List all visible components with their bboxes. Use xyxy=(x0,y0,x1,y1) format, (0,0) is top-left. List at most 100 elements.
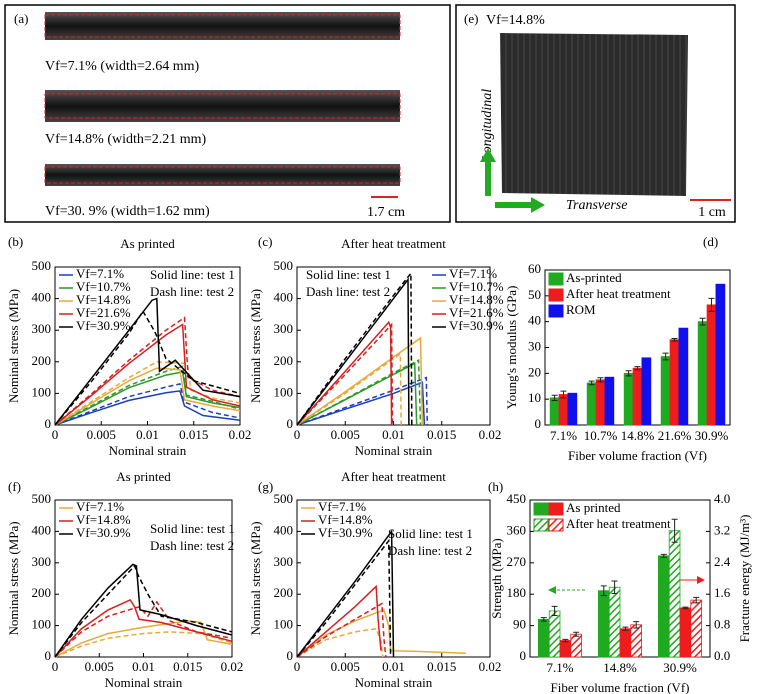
x-tick-label: 0.005 xyxy=(331,427,360,442)
x-tick-label: 7.1% xyxy=(546,660,573,675)
legend-label: Vf=14.8% xyxy=(318,512,373,527)
y-tick-label: 20 xyxy=(528,364,541,379)
series-line xyxy=(296,627,384,658)
legend-label: Vf=14.8% xyxy=(449,292,504,307)
bar xyxy=(619,628,632,658)
series-line xyxy=(296,584,382,658)
y-tick-label: 40 xyxy=(528,313,541,328)
error-bar xyxy=(562,638,569,643)
y-tick-label: 300 xyxy=(274,554,294,569)
x-axis-label: Nominal strain xyxy=(355,443,433,458)
legend-label: Vf=14.8% xyxy=(76,512,131,527)
x-axis-label: Nominal strain xyxy=(105,675,183,690)
arrow xyxy=(495,197,545,213)
series-line xyxy=(54,371,241,426)
error-bar xyxy=(662,352,669,361)
bar xyxy=(678,327,689,426)
legend-label: After heat treatment xyxy=(566,516,671,531)
x-tick-label: 30.9% xyxy=(695,428,729,443)
y-tick-label: 50 xyxy=(528,287,541,302)
y-tick-label: 200 xyxy=(274,353,294,368)
bar xyxy=(668,530,681,658)
legend-swatch xyxy=(548,272,564,286)
series-line xyxy=(54,361,241,426)
error-bar xyxy=(611,580,618,595)
y-tick-label: 360 xyxy=(507,522,527,537)
bar xyxy=(706,304,717,426)
y-tick-label: 270 xyxy=(507,554,527,569)
x-tick-label: 0.015 xyxy=(427,427,456,442)
x-tick-label: 0.005 xyxy=(85,659,114,674)
y-tick-label: 400 xyxy=(32,290,52,305)
x-tick-label: 0 xyxy=(52,427,59,442)
error-bar xyxy=(671,337,678,342)
y-tick-label: 100 xyxy=(274,617,294,632)
legend-swatch xyxy=(548,288,564,302)
x-tick-label: 0.015 xyxy=(173,659,202,674)
annotation: Solid line: test 1 xyxy=(388,526,473,541)
direction-label: Longitudinal xyxy=(480,89,495,162)
panel-frame xyxy=(4,4,451,223)
y-tick-label: 0 xyxy=(287,416,294,431)
series-line xyxy=(296,529,395,658)
bar xyxy=(598,590,610,658)
x-tick-label: 10.7% xyxy=(584,428,618,443)
legend-label: Vf=10.7% xyxy=(449,279,504,294)
error-bar xyxy=(699,317,706,326)
y2-tick-label: 0.0 xyxy=(714,648,730,663)
x-tick-label: 0 xyxy=(294,427,301,442)
panel-label: (e) xyxy=(464,11,478,26)
y-tick-label: 180 xyxy=(507,585,527,600)
y-tick-label: 450 xyxy=(507,491,527,506)
x-axis-label: Nominal strain xyxy=(355,675,433,690)
legend-swatch xyxy=(548,518,564,532)
error-bar xyxy=(551,605,558,616)
panel-label: (a) xyxy=(14,11,28,26)
y-tick-label: 400 xyxy=(274,522,294,537)
y-tick-label: 300 xyxy=(32,554,52,569)
legend-label: ROM xyxy=(566,302,596,317)
x-tick-label: 0.01 xyxy=(382,427,405,442)
caption: Vf=30. 9% (width=1.62 mm) xyxy=(45,204,210,219)
bar xyxy=(630,624,642,658)
y2-tick-label: 1.6 xyxy=(714,585,731,600)
series-line xyxy=(296,376,429,426)
legend-label: Vf=30.9% xyxy=(318,525,373,540)
legend-label: Vf=14.8% xyxy=(76,292,131,307)
legend-label: Vf=21.6% xyxy=(76,305,131,320)
error-bar xyxy=(622,626,629,631)
y-axis-label: Nominal stress (MPa) xyxy=(6,521,21,635)
bar xyxy=(604,376,615,426)
y2-tick-label: 4.0 xyxy=(714,491,730,506)
x-tick-label: 0.01 xyxy=(382,659,405,674)
y-tick-label: 200 xyxy=(32,585,52,600)
fiber-outline xyxy=(44,166,401,184)
legend-label: As-printed xyxy=(566,270,622,285)
bar xyxy=(679,607,692,658)
legend-label: Vf=10.7% xyxy=(76,279,131,294)
series-line xyxy=(54,390,241,426)
x-tick-label: 21.6% xyxy=(658,428,692,443)
x-tick-label: 0.02 xyxy=(221,659,244,674)
series-line xyxy=(296,322,394,426)
error-bar xyxy=(560,390,567,399)
x-tick-label: 0.015 xyxy=(179,427,208,442)
x-tick-label: 0.02 xyxy=(479,659,502,674)
fiber-photo xyxy=(45,90,400,122)
x-tick-label: 30.9% xyxy=(663,660,697,675)
caption: Vf=14.8% xyxy=(486,13,545,28)
x-tick-label: 0.015 xyxy=(427,659,456,674)
series-line xyxy=(296,277,410,426)
error-bar xyxy=(708,297,715,312)
error-bar xyxy=(597,377,604,383)
y-tick-label: 200 xyxy=(274,585,294,600)
annotation: Dash line: test 2 xyxy=(306,284,390,299)
y-axis-label: Strength (MPa) xyxy=(489,538,504,619)
bar xyxy=(548,610,561,658)
series-line xyxy=(54,564,233,658)
bar xyxy=(715,283,726,426)
legend-label: After heat treatment xyxy=(566,286,671,301)
panel-label: (f) xyxy=(8,479,21,494)
scale-label: 1 cm xyxy=(698,205,726,220)
annotation: Solid line: test 1 xyxy=(150,267,235,282)
